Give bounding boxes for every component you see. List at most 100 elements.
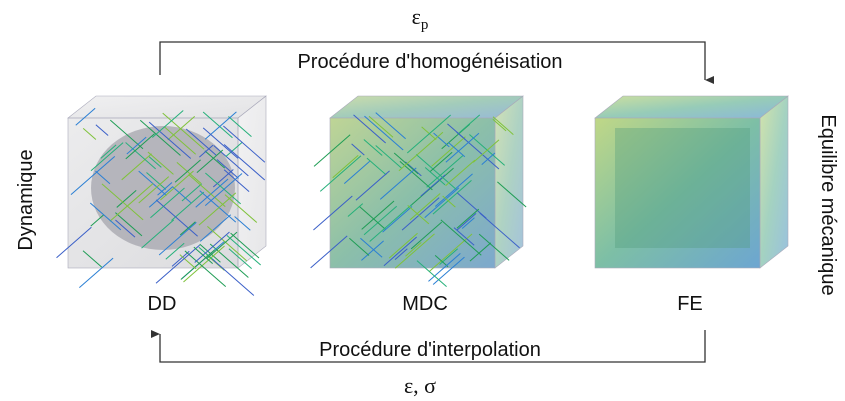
- dislocation: [162, 112, 205, 150]
- dislocation: [138, 176, 170, 204]
- dislocation: [368, 115, 394, 138]
- dislocation: [332, 155, 359, 179]
- dislocation: [313, 195, 353, 231]
- node-label: DD: [148, 293, 177, 315]
- dislocation: [115, 212, 143, 237]
- dislocation: [56, 226, 92, 259]
- cube-front: [594, 117, 761, 269]
- dislocation: [139, 119, 181, 156]
- dislocation: [193, 246, 213, 264]
- dislocation: [364, 115, 404, 151]
- dislocation: [223, 169, 250, 192]
- dislocation: [428, 253, 461, 282]
- cube-top: [594, 95, 789, 119]
- dislocation: [426, 155, 464, 188]
- dislocation: [204, 173, 243, 207]
- dislocation: [447, 141, 466, 158]
- dislocation: [456, 208, 480, 229]
- subscript: p: [421, 17, 429, 33]
- right-label: Equilibre mécanique: [817, 114, 839, 295]
- cube-side: [759, 95, 789, 269]
- dislocation: [150, 187, 185, 219]
- dislocation: [141, 219, 175, 249]
- dislocation: [157, 182, 173, 196]
- cube-inner: [615, 128, 750, 248]
- dislocation: [424, 167, 446, 186]
- dislocation: [375, 112, 406, 140]
- dislocation: [212, 169, 234, 188]
- dislocation: [199, 243, 221, 263]
- dislocation: [109, 119, 144, 150]
- dislocation: [95, 124, 109, 136]
- dislocation: [158, 222, 197, 256]
- dislocation: [171, 191, 205, 221]
- dislocation: [421, 126, 437, 140]
- dislocation: [394, 233, 435, 269]
- dislocation: [431, 136, 466, 167]
- dislocation: [415, 153, 457, 190]
- dislocation: [82, 128, 97, 140]
- dislocation: [121, 153, 152, 181]
- cube-side: [237, 95, 267, 269]
- dislocation: [116, 190, 137, 208]
- dislocation: [199, 214, 232, 242]
- dislocation: [472, 139, 500, 163]
- dislocation: [179, 254, 197, 270]
- dislocation: [405, 241, 422, 257]
- dislocation: [432, 179, 472, 215]
- dislocation: [399, 161, 433, 191]
- dislocation: [410, 221, 443, 250]
- dislocation: [369, 204, 413, 242]
- dislocation: [447, 123, 466, 140]
- dislocation: [125, 142, 156, 170]
- dislocation: [198, 192, 237, 226]
- dislocation: [379, 167, 417, 200]
- dislocation: [148, 121, 192, 159]
- cube-top: [67, 95, 267, 119]
- dislocation: [155, 244, 200, 284]
- dislocation: [457, 114, 481, 135]
- dislocation: [481, 152, 496, 165]
- dislocation: [461, 217, 475, 229]
- dislocation: [375, 145, 402, 169]
- dislocation: [469, 242, 492, 262]
- dislocation: [199, 144, 214, 158]
- dislocation: [226, 235, 261, 266]
- dislocation: [388, 232, 418, 259]
- dislocation: [185, 128, 217, 156]
- dislocation: [363, 139, 383, 156]
- dislocation: [230, 232, 260, 259]
- dislocation: [433, 132, 450, 148]
- dislocation: [79, 257, 114, 289]
- dislocation: [234, 216, 251, 231]
- dislocation: [416, 260, 447, 287]
- dislocation: [213, 145, 249, 177]
- dislocation: [349, 237, 370, 256]
- dislocation: [202, 111, 233, 139]
- dislocation: [164, 126, 197, 155]
- dislocation: [434, 255, 449, 268]
- dislocation: [184, 250, 227, 288]
- dislocation: [409, 193, 441, 221]
- bottom-arrow-label: Procédure d'interpolation: [319, 339, 541, 361]
- dislocation: [383, 236, 418, 267]
- dislocation: [101, 183, 144, 221]
- dislocation: [148, 156, 162, 168]
- top-arrow-label: Procédure d'homogénéisation: [297, 51, 562, 73]
- dislocation: [361, 200, 395, 230]
- dislocation: [492, 116, 514, 135]
- dislocation: [393, 152, 419, 175]
- dislocation: [199, 190, 237, 223]
- symbol: ε: [412, 4, 421, 29]
- dislocation: [445, 159, 476, 187]
- dislocation: [126, 136, 147, 155]
- dislocation: [401, 197, 440, 231]
- dislocation: [148, 186, 174, 208]
- dislocation: [195, 178, 229, 208]
- dislocation: [310, 235, 348, 269]
- dislocation: [147, 151, 174, 175]
- cube-core: [91, 126, 235, 250]
- dislocation: [100, 144, 117, 159]
- dislocation: [478, 233, 510, 261]
